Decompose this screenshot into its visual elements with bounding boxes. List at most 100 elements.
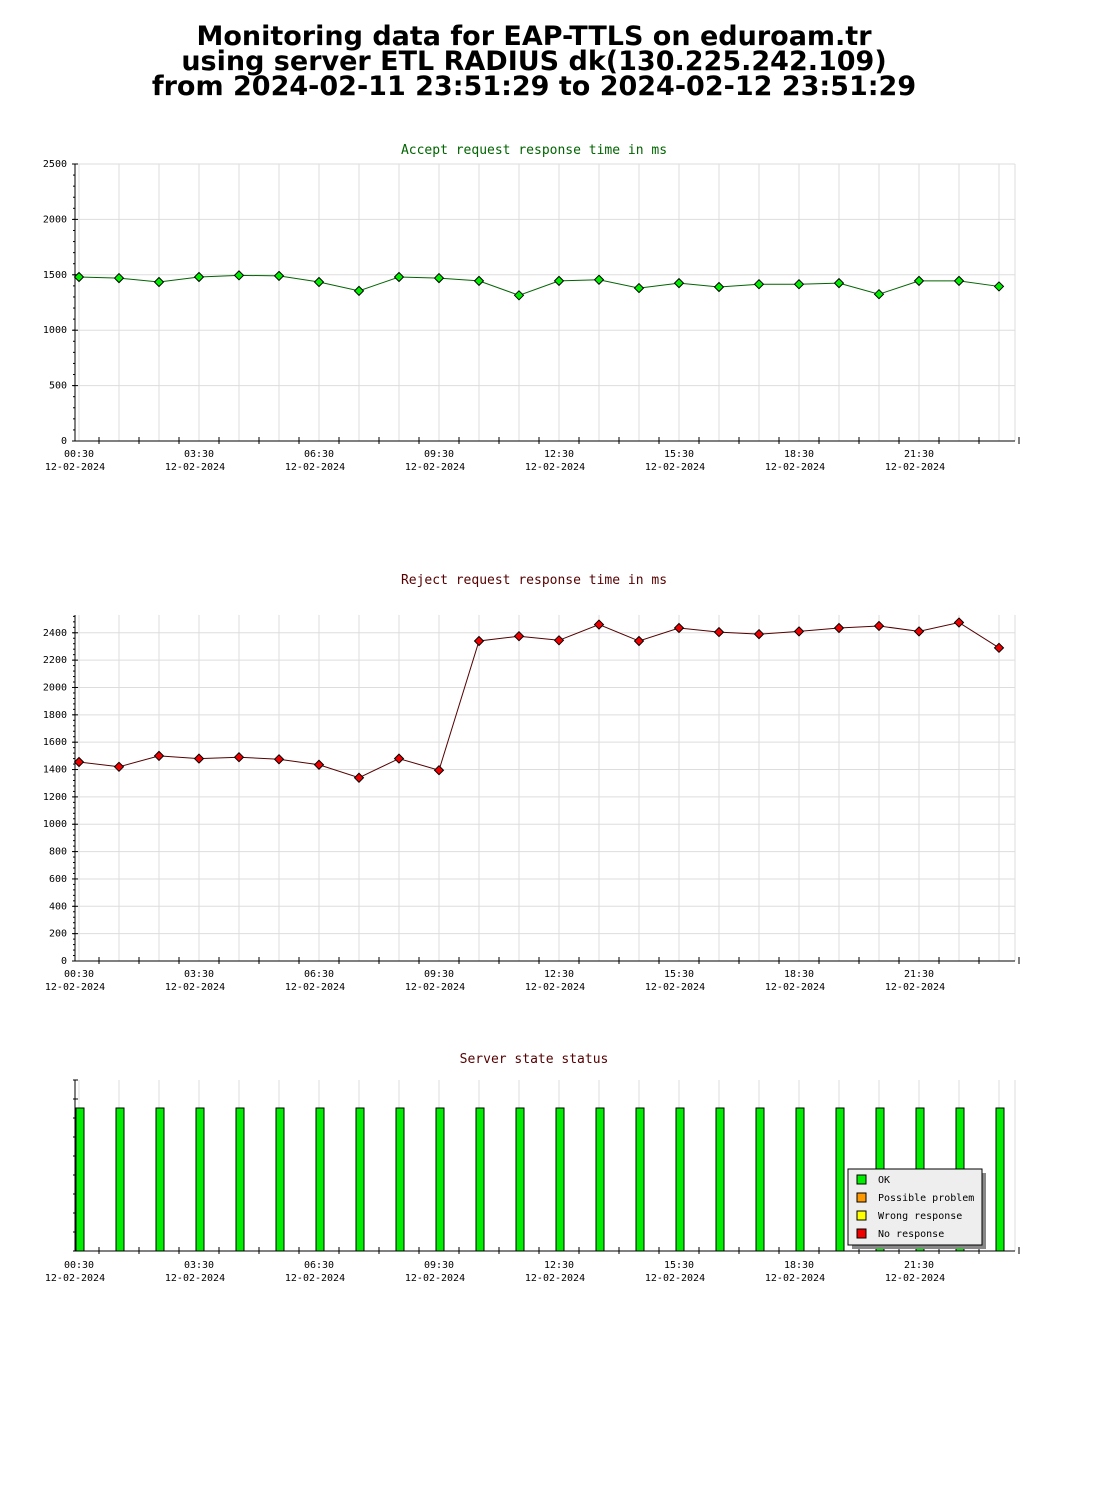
y-tick-label: 1600	[43, 737, 67, 748]
data-point	[73, 756, 85, 768]
status-bar	[515, 1107, 525, 1252]
y-tick-label: 200	[49, 929, 67, 940]
y-tick-label: 1500	[43, 270, 67, 281]
data-point	[633, 282, 645, 294]
page-title: Monitoring data for EAP-TTLS on eduroam.…	[0, 21, 1068, 102]
x-tick-date: 12-02-2024	[45, 982, 105, 993]
data-point	[833, 277, 845, 289]
data-point	[673, 622, 685, 634]
data-point	[393, 271, 405, 283]
x-tick-label: 12:30	[544, 1260, 574, 1271]
title-line-3: from 2024-02-11 23:51:29 to 2024-02-12 2…	[151, 71, 917, 102]
legend-label: OK	[878, 1175, 890, 1186]
x-tick-date: 12-02-2024	[885, 462, 945, 473]
status-bar	[155, 1107, 165, 1252]
status-bar	[835, 1107, 845, 1252]
x-tick-date: 12-02-2024	[525, 1273, 585, 1284]
x-tick-label: 18:30	[784, 1260, 814, 1271]
state-chart-title: Server state status	[460, 1052, 609, 1067]
x-tick-label: 03:30	[184, 1260, 214, 1271]
status-bar	[355, 1107, 365, 1252]
x-tick-date: 12-02-2024	[285, 1273, 345, 1284]
x-tick-date: 12-02-2024	[405, 1273, 465, 1284]
x-tick-date: 12-02-2024	[285, 462, 345, 473]
x-tick-date: 12-02-2024	[525, 462, 585, 473]
y-tick-label: 0	[61, 436, 67, 447]
server-state-chart: Server state status 00:30 12-02-2024 03:30…	[45, 1052, 1020, 1284]
y-tick-label: 600	[49, 874, 67, 885]
data-point	[193, 753, 205, 764]
x-tick-date: 12-02-2024	[165, 982, 225, 993]
x-tick-date: 12-02-2024	[405, 462, 465, 473]
status-bar	[195, 1107, 205, 1252]
x-tick-label: 03:30	[184, 449, 214, 460]
data-point	[353, 772, 365, 783]
data-point	[233, 752, 245, 763]
status-bar	[235, 1107, 245, 1252]
x-tick-date: 12-02-2024	[165, 462, 225, 473]
data-point	[913, 626, 925, 637]
data-point	[433, 765, 445, 776]
status-legend: OK Possible problem Wrong response No respo…	[847, 1168, 986, 1249]
data-point	[593, 619, 605, 630]
x-tick-label: 09:30	[424, 1260, 454, 1271]
x-tick-date: 12-02-2024	[645, 1273, 705, 1284]
data-point	[113, 272, 125, 284]
legend-swatch	[856, 1192, 867, 1203]
reject-chart-title: Reject request response time in ms	[401, 573, 667, 588]
data-point	[993, 281, 1005, 292]
status-bar	[315, 1107, 325, 1252]
x-tick-label: 21:30	[904, 969, 934, 980]
y-tick-label: 1200	[43, 792, 67, 803]
x-tick-label: 00:30	[64, 1260, 94, 1271]
x-tick-label: 18:30	[784, 969, 814, 980]
status-bar	[755, 1107, 765, 1252]
series-line	[78, 621, 1000, 779]
y-tick-label: 2000	[43, 214, 67, 225]
x-tick-date: 12-02-2024	[885, 1273, 945, 1284]
x-tick-label: 12:30	[544, 449, 574, 460]
data-point	[313, 276, 325, 288]
status-bar	[715, 1107, 725, 1252]
data-point	[473, 275, 485, 287]
y-tick-label: 2400	[43, 628, 67, 639]
data-point	[393, 753, 405, 764]
data-point	[353, 285, 365, 297]
data-point	[313, 759, 325, 770]
x-tick-date: 12-02-2024	[765, 1273, 825, 1284]
x-tick-label: 15:30	[664, 449, 694, 460]
data-point	[113, 761, 125, 773]
legend-swatch	[856, 1228, 867, 1239]
y-tick-label: 1400	[43, 765, 67, 776]
data-point	[953, 617, 965, 628]
x-tick-label: 03:30	[184, 969, 214, 980]
data-point	[873, 288, 885, 300]
x-tick-date: 12-02-2024	[765, 462, 825, 473]
y-tick-label: 1000	[43, 819, 67, 830]
x-tick-label: 00:30	[64, 969, 94, 980]
legend-box	[847, 1168, 983, 1246]
status-bar	[115, 1107, 125, 1252]
data-point	[793, 626, 805, 637]
data-point	[833, 622, 845, 634]
y-tick-label: 2500	[43, 159, 67, 170]
title-line-1: Monitoring data for EAP-TTLS on eduroam.…	[196, 21, 872, 52]
x-tick-label: 21:30	[904, 449, 934, 460]
data-point	[993, 642, 1005, 654]
y-tick-label: 500	[49, 381, 67, 392]
legend-label: No response	[878, 1229, 944, 1240]
legend-swatch	[856, 1174, 867, 1185]
data-point	[713, 281, 725, 293]
data-point	[473, 635, 485, 647]
y-tick-label: 2200	[43, 655, 67, 666]
data-point	[433, 272, 445, 284]
status-bar	[275, 1107, 285, 1252]
x-tick-label: 06:30	[304, 449, 334, 460]
reject-response-chart: Reject request response time in ms 0 200 4…	[43, 573, 1020, 993]
data-point	[553, 275, 565, 287]
data-point	[273, 270, 285, 282]
status-bar	[475, 1107, 485, 1252]
data-point	[633, 635, 645, 647]
x-tick-label: 06:30	[304, 969, 334, 980]
